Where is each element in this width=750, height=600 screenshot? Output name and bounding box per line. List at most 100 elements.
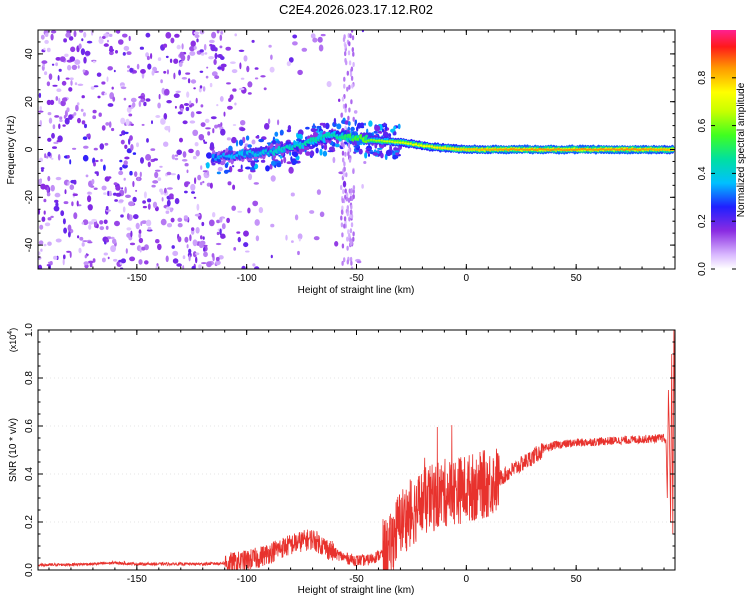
spectrogram-cell <box>214 75 220 79</box>
spectrogram-cell <box>385 124 388 132</box>
spectrogram-cell <box>278 154 281 157</box>
spectrogram-cell <box>50 33 54 41</box>
spectrogram-cell <box>265 165 270 172</box>
svg-text:(x104): (x104) <box>7 328 18 352</box>
spectrogram-cell <box>346 245 349 251</box>
spectrogram-cell <box>124 156 130 160</box>
spectrogram-cell <box>350 204 353 210</box>
spectrogram-cell <box>348 233 351 239</box>
spectrogram-cell <box>135 222 140 230</box>
spectrogram-cell <box>385 149 392 157</box>
spectrogram-cell <box>81 242 85 247</box>
spectrogram-cell <box>105 206 109 211</box>
spectrogram-cell <box>195 256 198 264</box>
spectrogram-cell <box>341 243 345 249</box>
spectrogram-cell <box>243 55 248 62</box>
spectrogram-cell <box>164 88 170 96</box>
spectrogram-cell <box>59 56 66 62</box>
spectrogram-cell <box>197 174 202 181</box>
spectrogram-cell <box>177 236 182 243</box>
spectrogram-cell <box>100 158 103 162</box>
colorbar: 0.0 0.2 0.4 0.6 0.8 Normalized spectral ampl… <box>697 30 747 276</box>
spectrogram-cell <box>374 125 381 132</box>
spectrogram-cell <box>209 39 215 44</box>
spectrogram-cell <box>253 182 259 185</box>
spectrogram-cell <box>38 209 41 215</box>
spectrogram-cell <box>165 255 169 263</box>
spectrogram-cell <box>120 139 125 145</box>
spectrogram-cell <box>347 50 351 56</box>
spectrogram-cell <box>41 168 44 172</box>
spectrogram-cell <box>98 37 104 45</box>
spectrogram-cell <box>318 44 324 52</box>
spectrogram-cell <box>151 184 156 188</box>
spectrogram-cell <box>381 128 384 133</box>
spectrogram-cell <box>170 173 176 176</box>
spectrogram-cell <box>153 158 159 161</box>
spectrogram-cell <box>185 72 191 75</box>
spectrogram-cell <box>343 216 347 222</box>
spectrogram-cell <box>96 72 102 77</box>
spectrogram-cell <box>323 143 328 151</box>
spectrogram-cell <box>50 157 54 160</box>
spectrogram-cell <box>285 234 288 241</box>
spectrogram-cell <box>43 210 46 215</box>
spectrogram-cell <box>128 201 135 207</box>
spectrogram-cell <box>179 137 183 143</box>
spectrogram-cell <box>49 99 55 105</box>
spectrogram-cell <box>216 30 220 34</box>
spectrogram-cell <box>351 47 354 53</box>
spectrogram-cell <box>86 133 91 138</box>
spectrogram-cell <box>109 51 114 56</box>
spectrogram-cell <box>223 111 226 117</box>
spectrogram-cell <box>186 244 189 249</box>
spectrogram-cell <box>269 163 273 170</box>
spectrogram-cell <box>187 54 191 60</box>
spectrogram-cell <box>107 39 109 43</box>
spectrogram-cell <box>288 166 294 174</box>
spectrogram-cell <box>292 41 298 46</box>
spectrogram-cell <box>87 191 91 194</box>
spectrogram-cell <box>64 53 69 57</box>
spectrogram-cell <box>173 93 180 98</box>
spectrogram-cell <box>297 69 303 76</box>
snr-frame <box>37 329 676 571</box>
spectrogram-cell <box>137 177 140 181</box>
spectrogram-cell <box>147 161 151 168</box>
spectrogram-cell <box>241 265 246 269</box>
spectrogram-cell <box>216 219 221 224</box>
spectrogram-cell <box>108 121 112 128</box>
spectrogram-cell <box>350 196 354 201</box>
spectrogram-cell <box>47 175 51 182</box>
spectrogram-cell <box>160 118 166 125</box>
y-tick-label: -20 <box>24 190 35 205</box>
spectrogram-cell <box>217 66 223 70</box>
spectrogram-cell <box>186 169 189 174</box>
spectrogram-cell <box>139 171 142 178</box>
spectrogram-cell <box>51 132 55 139</box>
spectrogram-cell <box>363 161 367 164</box>
spectrogram-cell <box>160 79 163 84</box>
spectrogram-cell <box>104 92 107 96</box>
spectrogram-cell <box>200 165 203 170</box>
spectrogram-cell <box>342 157 345 163</box>
spectrogram-cell <box>206 170 210 176</box>
spectrogram-cell <box>247 92 252 95</box>
spectrogram-cell <box>129 135 133 141</box>
spectrogram-cell <box>198 87 202 93</box>
spectrogram-cell <box>191 265 196 269</box>
spectrogram-cell <box>237 210 243 213</box>
spectrogram-cell <box>79 236 84 241</box>
spectrogram-cell <box>81 95 85 99</box>
spectrogram-cell <box>47 112 52 116</box>
spectrogram-cell <box>177 217 183 222</box>
spectrogram-cell <box>184 190 188 194</box>
spectrogram-cell <box>47 137 52 142</box>
spectrogram-cell <box>41 60 48 64</box>
spectrogram-cell <box>123 45 130 51</box>
spectrogram-cell <box>220 31 223 35</box>
spectrogram-cell <box>194 213 201 217</box>
spectrogram-cell <box>314 128 318 131</box>
spectrogram-cell <box>124 186 127 194</box>
spectrogram-cell <box>138 95 145 99</box>
